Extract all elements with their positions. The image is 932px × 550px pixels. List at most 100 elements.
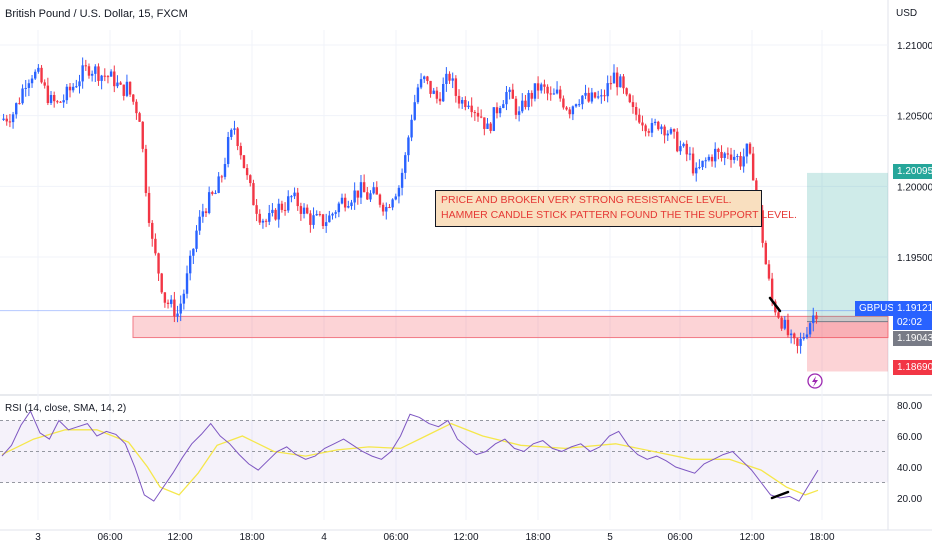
candle-body (410, 119, 413, 138)
candle-body (606, 83, 609, 97)
candle-body (375, 187, 378, 195)
candle-body (438, 98, 442, 102)
candle-body (157, 253, 160, 274)
candle-body (701, 160, 704, 168)
candle-body (473, 112, 477, 114)
price-axis[interactable]: 1.21000 1.20500 1.20000 1.19500 80.00 60.00 40… (897, 41, 932, 505)
candle-body (587, 92, 590, 102)
annotation-box[interactable]: PRICE AND BROKEN VERY STRONG RESISTANCE … (435, 190, 797, 227)
rsi-tick-label: 60.00 (897, 432, 922, 443)
candle-body (290, 196, 293, 198)
candle-body (495, 107, 499, 114)
candle-body (388, 206, 391, 208)
price-tick-label: 1.19500 (897, 253, 932, 264)
candle-body (350, 202, 353, 207)
time-axis[interactable]: 3 06:00 12:00 18:00 4 06:00 12:00 18:00 5 06:00 12… (35, 532, 835, 543)
candle-body (324, 222, 328, 227)
candle-body (442, 83, 445, 102)
candle-body (144, 148, 148, 193)
candle-body (274, 209, 277, 220)
candle-body (280, 203, 284, 210)
candle-body (805, 334, 809, 338)
candle-body (511, 89, 514, 99)
chart-title: British Pound / U.S. Dollar, 15, FXCM (5, 8, 188, 20)
candle-body (426, 76, 429, 81)
candle-body (736, 155, 739, 157)
candle-body (343, 197, 347, 208)
candle-body (68, 86, 72, 91)
candle-body (780, 317, 783, 329)
candle-body (615, 72, 619, 88)
candle-body (596, 96, 600, 98)
candle-body (122, 84, 125, 96)
candle-body (517, 111, 521, 115)
rsi-ma-line (1, 422, 819, 496)
candle-body (508, 89, 511, 92)
candle-body (647, 131, 650, 133)
candle-body (62, 100, 65, 103)
candle-body (147, 192, 151, 223)
candle-body (502, 104, 505, 108)
candle-body (90, 73, 94, 76)
candle-body (381, 204, 385, 212)
candle-body (571, 106, 575, 115)
entry-price-tag: 1.19043 (893, 331, 932, 346)
candle-body (568, 109, 571, 115)
rsi-tick-label: 20.00 (897, 494, 922, 505)
candle-body (179, 303, 182, 314)
time-tick-label: 18:00 (809, 532, 834, 543)
candle-body (8, 121, 12, 123)
candle-body (622, 76, 625, 89)
candle-body (258, 213, 261, 223)
candle-body (464, 100, 467, 108)
candle-body (479, 116, 483, 118)
candle-body (457, 95, 461, 104)
candle-body (125, 81, 129, 96)
candle-body (726, 153, 730, 155)
candle-body (391, 199, 394, 208)
candle-body (644, 125, 647, 132)
candle-body (663, 126, 666, 136)
candle-body (574, 104, 578, 107)
candle-body (603, 95, 606, 97)
candle-body (287, 196, 290, 211)
candle-body (113, 71, 116, 87)
candle-body (729, 154, 733, 160)
candle-body (413, 102, 416, 120)
candle-body (372, 187, 375, 194)
candle-body (299, 206, 303, 214)
candle-body (252, 183, 255, 206)
candle-body (543, 84, 546, 87)
candle-body (793, 333, 796, 339)
candle-body (407, 137, 410, 156)
price-tick-label: 1.20000 (897, 182, 932, 193)
candle-body (546, 86, 549, 94)
candle-body (660, 126, 663, 130)
candle-body (182, 293, 186, 304)
time-tick-label: 06:00 (97, 532, 122, 543)
candle-body (119, 82, 122, 85)
candle-body (173, 299, 176, 317)
currency-label: USD (896, 8, 918, 19)
candle-body (685, 143, 688, 155)
candle-body (132, 94, 135, 102)
candle-body (84, 65, 88, 67)
candle-body (565, 107, 568, 110)
candle-body (312, 215, 315, 225)
countdown-tag: 02:02 (893, 315, 932, 330)
candle-body (397, 187, 401, 197)
candle-body (676, 131, 679, 152)
candle-body (527, 92, 530, 108)
candle-body (116, 82, 119, 87)
candle-body (15, 103, 18, 115)
price-tick-label: 1.21000 (897, 41, 932, 52)
candle-body (717, 148, 720, 152)
candle-body (261, 220, 265, 223)
candle-body (666, 133, 669, 136)
candle-body (404, 155, 407, 173)
candle-body (486, 123, 489, 129)
candle-body (198, 216, 201, 231)
candle-body (201, 211, 205, 217)
candle-body (239, 146, 242, 156)
